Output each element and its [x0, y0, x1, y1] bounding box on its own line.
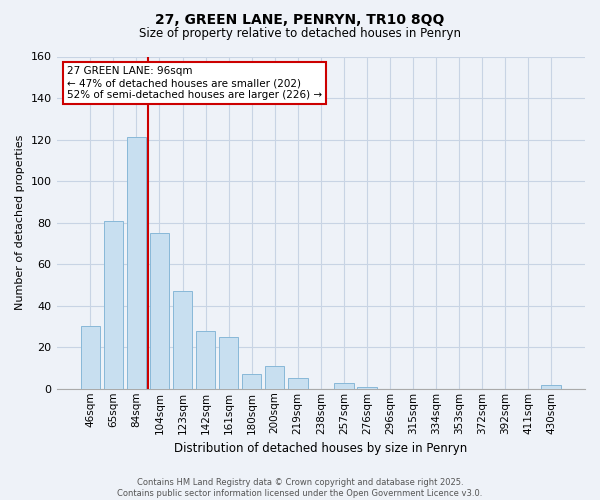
- Text: Size of property relative to detached houses in Penryn: Size of property relative to detached ho…: [139, 28, 461, 40]
- Bar: [357, 386, 377, 389]
- Bar: [541, 384, 561, 389]
- Text: 27, GREEN LANE, PENRYN, TR10 8QQ: 27, GREEN LANE, PENRYN, TR10 8QQ: [155, 12, 445, 26]
- Bar: [265, 366, 284, 389]
- Y-axis label: Number of detached properties: Number of detached properties: [15, 135, 25, 310]
- Bar: [104, 220, 123, 389]
- Text: Contains HM Land Registry data © Crown copyright and database right 2025.
Contai: Contains HM Land Registry data © Crown c…: [118, 478, 482, 498]
- Bar: [127, 138, 146, 389]
- X-axis label: Distribution of detached houses by size in Penryn: Distribution of detached houses by size …: [174, 442, 467, 455]
- Text: 27 GREEN LANE: 96sqm
← 47% of detached houses are smaller (202)
52% of semi-deta: 27 GREEN LANE: 96sqm ← 47% of detached h…: [67, 66, 322, 100]
- Bar: [242, 374, 262, 389]
- Bar: [219, 337, 238, 389]
- Bar: [334, 382, 353, 389]
- Bar: [288, 378, 308, 389]
- Bar: [80, 326, 100, 389]
- Bar: [173, 291, 193, 389]
- Bar: [196, 330, 215, 389]
- Bar: [149, 233, 169, 389]
